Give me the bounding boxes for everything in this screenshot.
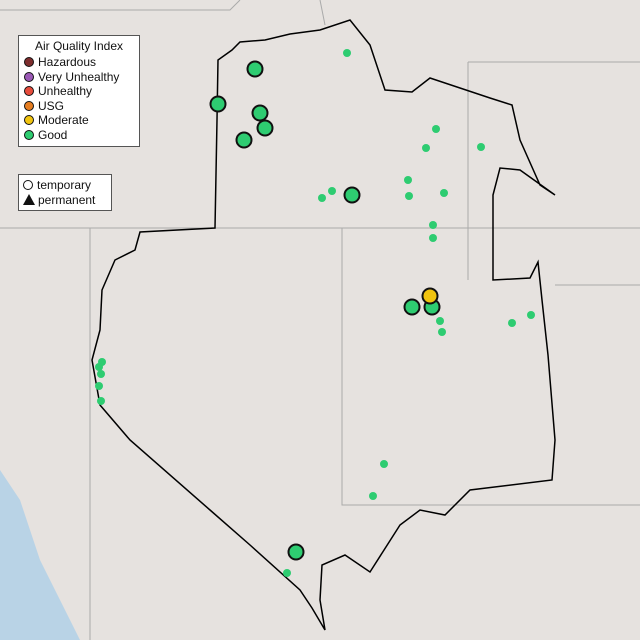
monitor-point-small[interactable]: [477, 143, 485, 151]
monitor-point-small[interactable]: [328, 187, 336, 195]
region-boundary: [91, 19, 556, 631]
aqi-swatch-icon: [24, 115, 34, 126]
monitor-point-small[interactable]: [318, 194, 326, 202]
legend-permanent: permanent: [23, 193, 107, 208]
monitor-point-small[interactable]: [436, 317, 444, 325]
monitor-point-small[interactable]: [95, 382, 103, 390]
monitor-point-small[interactable]: [432, 125, 440, 133]
monitor-point-temporary[interactable]: [209, 95, 227, 113]
legend-item: Good: [24, 128, 134, 143]
monitor-point-small[interactable]: [380, 460, 388, 468]
legend-item: Unhealthy: [24, 84, 134, 99]
monitor-point-small[interactable]: [527, 311, 535, 319]
monitor-point-small[interactable]: [97, 370, 105, 378]
legend-item: Moderate: [24, 113, 134, 128]
monitor-point-small[interactable]: [343, 49, 351, 57]
legend-title: Air Quality Index: [34, 39, 124, 53]
shape-legend: temporary permanent: [18, 174, 112, 211]
monitor-point-small[interactable]: [429, 221, 437, 229]
monitor-point-temporary[interactable]: [256, 119, 274, 137]
monitor-point-small[interactable]: [438, 328, 446, 336]
aqi-legend: Air Quality Index Hazardous Very Unhealth…: [18, 35, 140, 147]
aqi-swatch-icon: [24, 100, 34, 111]
monitor-point-small[interactable]: [440, 189, 448, 197]
monitor-point-temporary[interactable]: [251, 104, 269, 122]
monitor-point-moderate[interactable]: [421, 287, 439, 305]
monitor-point-small[interactable]: [508, 319, 516, 327]
ocean: [0, 470, 80, 640]
monitor-point-small[interactable]: [369, 492, 377, 500]
aqi-swatch-icon: [24, 86, 34, 97]
monitor-point-small[interactable]: [404, 176, 412, 184]
monitor-point-temporary[interactable]: [343, 186, 361, 204]
monitor-point-temporary[interactable]: [235, 131, 253, 149]
monitor-point-small[interactable]: [429, 234, 437, 242]
aqi-swatch-icon: [24, 71, 34, 82]
aqi-swatch-icon: [24, 129, 34, 140]
monitor-point-temporary[interactable]: [287, 543, 305, 561]
monitor-point-small[interactable]: [405, 192, 413, 200]
monitor-point-temporary[interactable]: [246, 60, 264, 78]
monitor-point-small[interactable]: [95, 363, 103, 371]
monitor-point-small[interactable]: [283, 569, 291, 577]
legend-item: USG: [24, 99, 134, 114]
triangle-icon: [23, 194, 35, 206]
legend-item: Hazardous: [24, 55, 134, 70]
aqi-swatch-icon: [24, 57, 34, 68]
circle-icon: [23, 180, 33, 191]
monitor-points: [95, 49, 535, 577]
legend-temporary: temporary: [23, 178, 107, 193]
legend-item: Very Unhealthy: [24, 70, 134, 85]
monitor-point-small[interactable]: [97, 397, 105, 405]
monitor-point-small[interactable]: [422, 144, 430, 152]
monitor-point-temporary[interactable]: [403, 298, 421, 316]
